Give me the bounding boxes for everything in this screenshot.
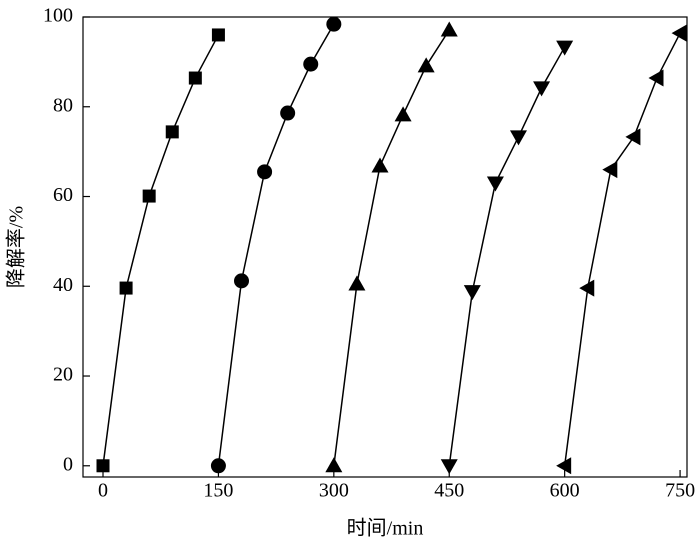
marker [602,161,618,179]
x-tick-label: 750 [665,480,695,502]
marker [394,106,412,122]
marker [556,457,572,475]
y-tick-label: 100 [43,5,73,27]
series-line [333,29,450,466]
marker [440,459,458,475]
x-tick-label: 150 [203,480,233,502]
marker [533,81,551,97]
marker [486,176,504,192]
series-line [217,23,335,466]
y-tick-label: 60 [53,184,73,206]
y-tick-label: 80 [53,94,73,116]
series-line [102,34,220,466]
marker [371,157,389,173]
marker [211,28,225,42]
y-tick-label: 40 [53,274,73,296]
marker [188,71,202,85]
x-tick-label: 450 [434,480,464,502]
marker [325,457,343,473]
marker [440,21,458,37]
marker [326,16,342,32]
marker [556,40,574,56]
series-line [563,32,681,466]
marker [142,189,156,203]
marker [280,105,296,121]
y-tick-label: 0 [63,453,73,475]
marker [165,125,179,139]
x-tick-label: 0 [98,480,108,502]
marker [234,273,250,289]
series-line [448,46,566,466]
marker [463,285,481,301]
marker [509,130,527,146]
marker [671,24,687,42]
y-axis-label: 降解率/% [5,206,28,288]
x-axis-label: 时间/min [347,517,424,540]
marker [303,56,319,72]
marker [625,128,641,146]
marker [257,164,273,180]
marker [96,459,110,473]
marker [648,69,664,87]
marker [210,458,226,474]
x-tick-label: 600 [550,480,580,502]
marker [417,57,435,73]
marker [579,279,595,297]
marker [348,275,366,291]
marker [119,281,133,295]
y-tick-label: 20 [53,364,73,386]
x-tick-label: 300 [319,480,349,502]
plot-frame [82,16,688,478]
